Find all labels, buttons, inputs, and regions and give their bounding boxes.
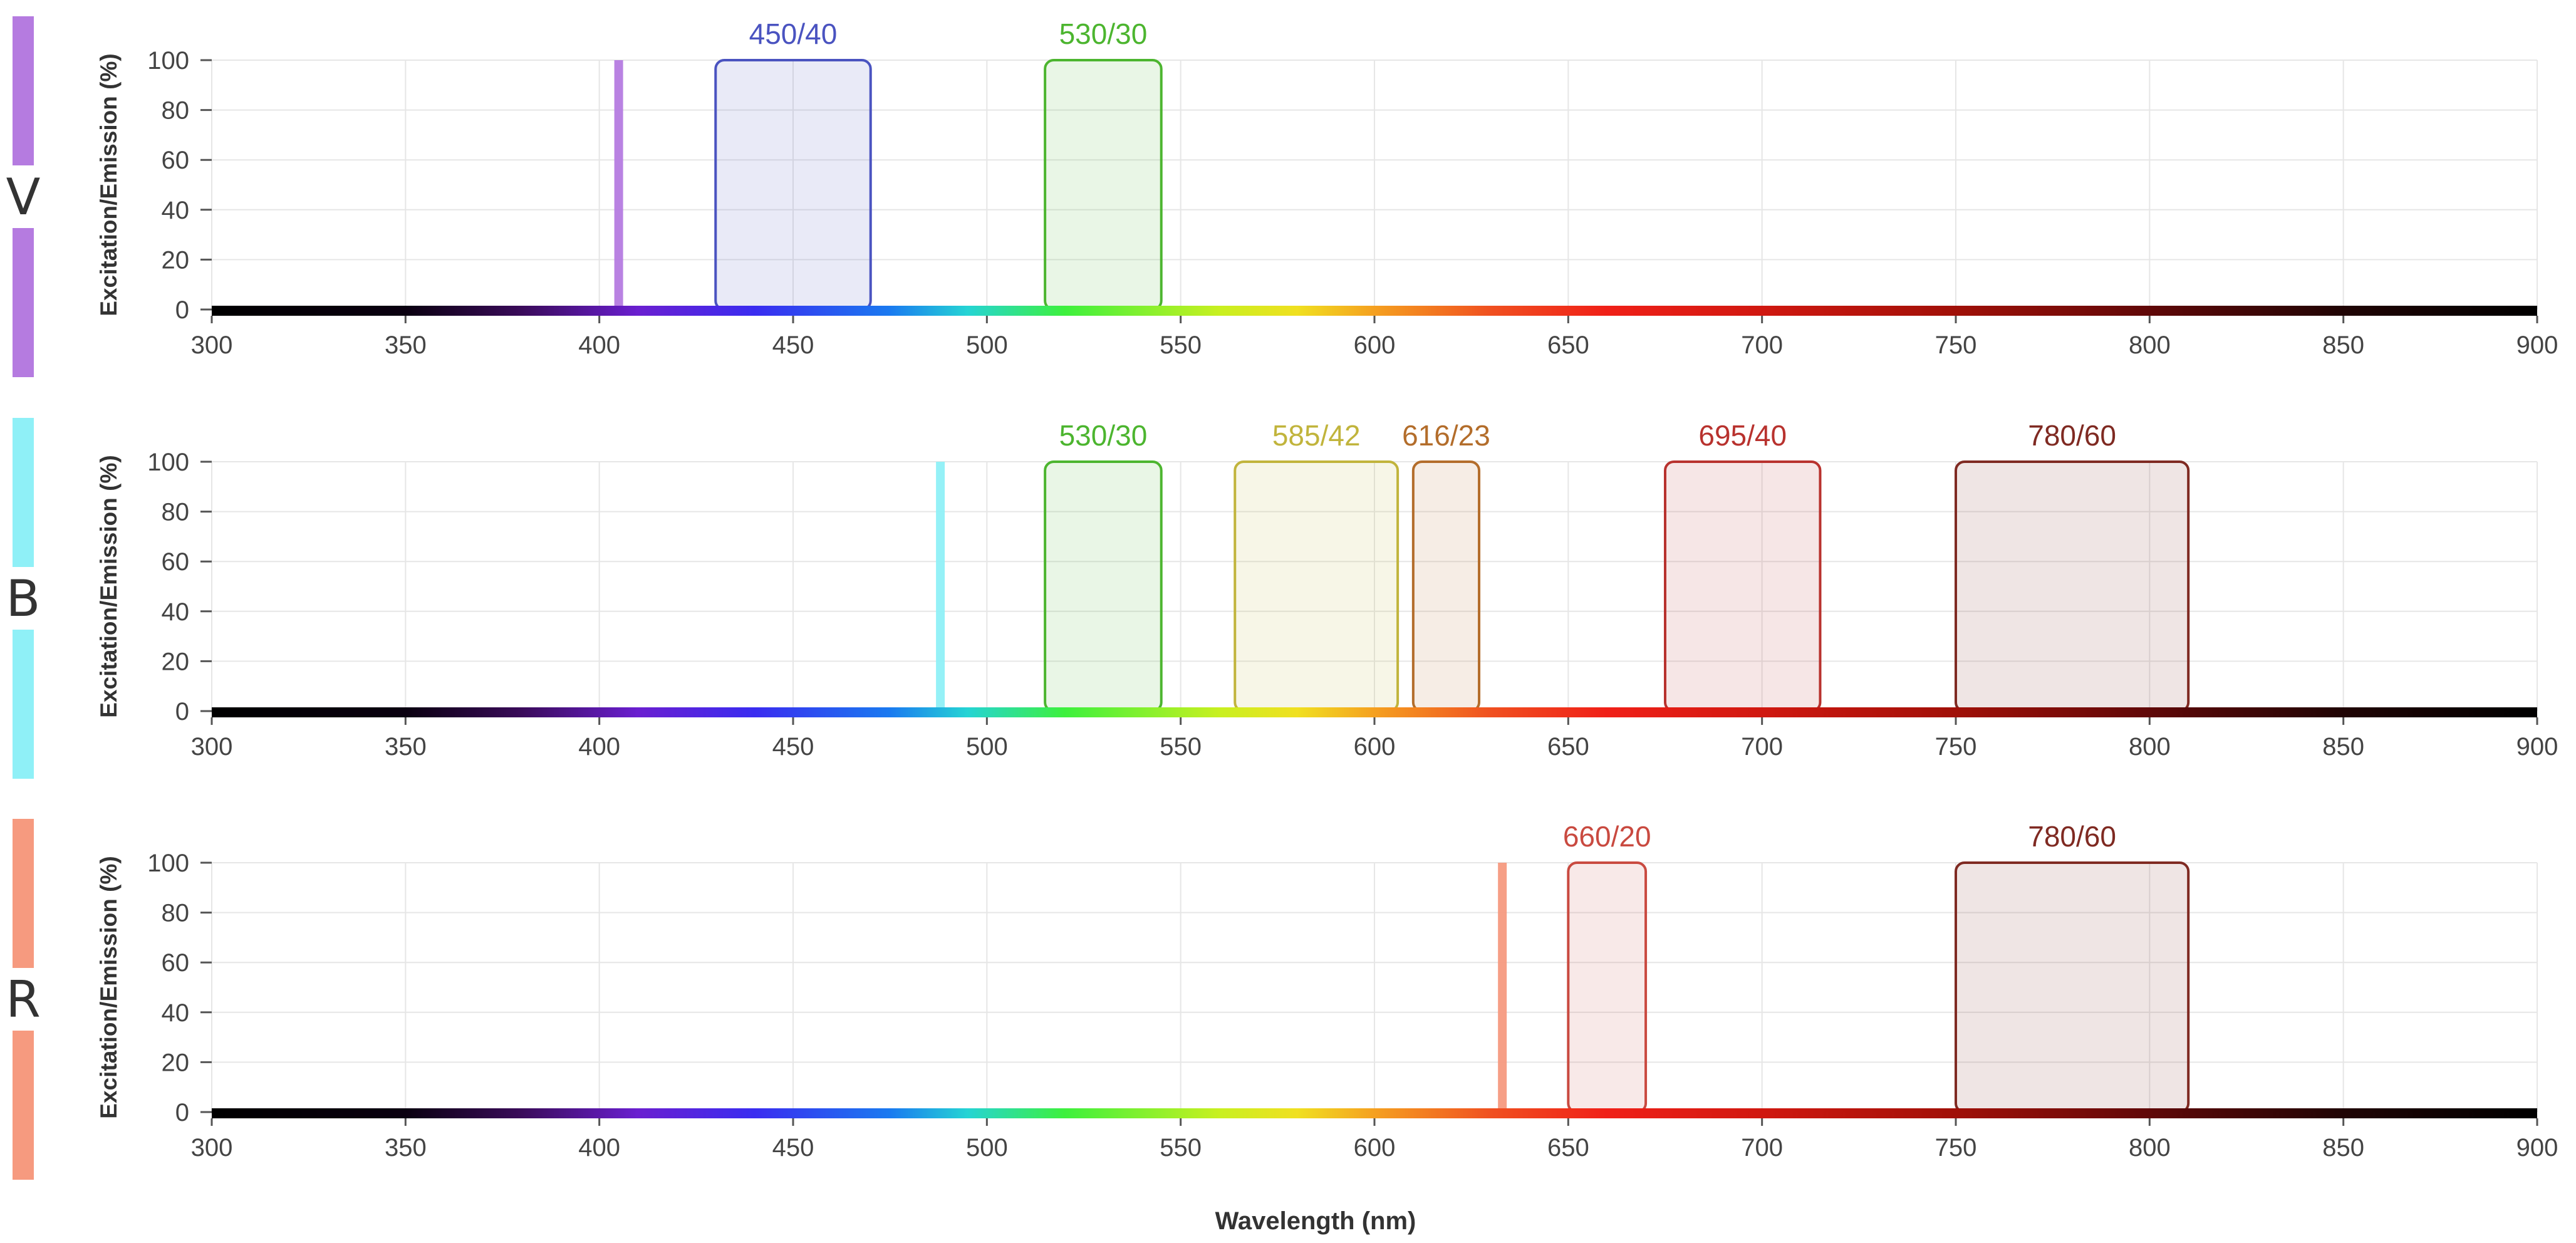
laser-strip-bottom	[13, 228, 34, 377]
y-tick-label: 20	[162, 1049, 190, 1076]
filter-label: 530/30	[1059, 18, 1148, 50]
filter-label: 530/30	[1059, 419, 1148, 452]
x-tick-label: 650	[1547, 1134, 1589, 1162]
filter-band-585-42	[1233, 460, 1400, 712]
y-axis-title: Excitation/Emission (%)	[96, 856, 122, 1118]
x-tick-label: 350	[385, 1134, 427, 1162]
x-tick-label: 500	[966, 331, 1008, 359]
laser-strip-bottom	[13, 1031, 34, 1180]
x-axis-title: Wavelength (nm)	[1215, 1207, 1416, 1235]
x-tick-label: 650	[1547, 331, 1589, 359]
x-tick-label: 600	[1354, 733, 1396, 761]
x-tick-label: 400	[578, 733, 620, 761]
laser-name: B	[6, 569, 41, 628]
x-tick-label: 850	[2322, 733, 2364, 761]
filter-label: 585/42	[1272, 419, 1361, 452]
laser-strip-top	[13, 16, 34, 165]
x-tick-label: 700	[1741, 331, 1783, 359]
y-tick-label: 60	[162, 949, 190, 977]
laser-strip-top	[13, 819, 34, 968]
filter-label: 695/40	[1698, 419, 1787, 452]
filter-band-530-30	[1044, 460, 1163, 712]
x-tick-label: 450	[772, 733, 814, 761]
filter-label: 780/60	[2028, 419, 2116, 452]
y-tick-label: 100	[147, 850, 189, 877]
y-tick-label: 60	[162, 548, 190, 576]
y-tick-label: 0	[175, 296, 189, 324]
filter-band-780-60	[1955, 460, 2190, 712]
filter-label: 616/23	[1402, 419, 1490, 452]
y-tick-label: 40	[162, 598, 190, 626]
x-tick-label: 400	[578, 331, 620, 359]
x-tick-label: 550	[1160, 733, 1202, 761]
y-tick-label: 80	[162, 97, 190, 125]
y-tick-label: 80	[162, 499, 190, 526]
x-tick-label: 800	[2129, 331, 2171, 359]
filter-label: 780/60	[2028, 820, 2116, 853]
x-tick-label: 750	[1935, 1134, 1977, 1162]
x-tick-label: 450	[772, 1134, 814, 1162]
y-tick-label: 40	[162, 999, 190, 1027]
filter-label: 450/40	[749, 18, 838, 50]
x-tick-label: 450	[772, 331, 814, 359]
y-tick-label: 100	[147, 449, 189, 476]
spectrum-bar	[212, 707, 2537, 717]
x-tick-label: 700	[1741, 1134, 1783, 1162]
spectrum-bar	[212, 1108, 2537, 1118]
x-tick-label: 800	[2129, 733, 2171, 761]
y-tick-label: 100	[147, 47, 189, 75]
x-tick-label: 300	[191, 733, 233, 761]
filter-band-530-30	[1044, 59, 1163, 311]
filter-band-616-23	[1411, 460, 1481, 712]
filter-label: 660/20	[1563, 820, 1651, 853]
x-tick-label: 700	[1741, 733, 1783, 761]
x-tick-label: 400	[578, 1134, 620, 1162]
laser-name: R	[6, 970, 41, 1029]
x-tick-label: 500	[966, 1134, 1008, 1162]
x-tick-label: 600	[1354, 331, 1396, 359]
x-tick-label: 650	[1547, 733, 1589, 761]
laser-strip-bottom	[13, 630, 34, 779]
y-tick-label: 0	[175, 1099, 189, 1126]
x-tick-label: 900	[2516, 733, 2558, 761]
y-tick-label: 40	[162, 197, 190, 224]
filter-band-450-40	[714, 59, 872, 311]
spectrum-bar	[212, 306, 2537, 316]
x-tick-label: 350	[385, 733, 427, 761]
laser-name: V	[6, 168, 41, 226]
filter-band-780-60	[1955, 861, 2190, 1113]
y-axis-title: Excitation/Emission (%)	[96, 53, 122, 316]
y-tick-label: 60	[162, 147, 190, 174]
x-tick-label: 300	[191, 331, 233, 359]
filter-band-660-20	[1567, 861, 1648, 1113]
y-tick-label: 20	[162, 648, 190, 675]
filter-band-695-40	[1664, 460, 1822, 712]
x-tick-label: 500	[966, 733, 1008, 761]
x-tick-label: 350	[385, 331, 427, 359]
x-tick-label: 800	[2129, 1134, 2171, 1162]
x-tick-label: 850	[2322, 1134, 2364, 1162]
x-tick-label: 550	[1160, 1134, 1202, 1162]
x-tick-label: 900	[2516, 331, 2558, 359]
panel-v: V Excitation/Emission (%) 0 20 40 60 80 100 450/…	[6, 16, 2558, 377]
x-tick-label: 550	[1160, 331, 1202, 359]
x-tick-label: 750	[1935, 733, 1977, 761]
y-tick-label: 80	[162, 900, 190, 927]
y-tick-label: 0	[175, 698, 189, 726]
y-tick-label: 20	[162, 246, 190, 274]
panel-r: R Excitation/Emission (%) 0 20 40 60 80 100 660/…	[6, 819, 2558, 1180]
x-tick-label: 600	[1354, 1134, 1396, 1162]
panel-b: B Excitation/Emission (%) 0 20 40 60 80 100 530/…	[6, 418, 2558, 779]
x-tick-label: 850	[2322, 331, 2364, 359]
x-tick-label: 300	[191, 1134, 233, 1162]
x-tick-label: 750	[1935, 331, 1977, 359]
x-tick-label: 900	[2516, 1134, 2558, 1162]
y-axis-title: Excitation/Emission (%)	[96, 455, 122, 717]
laser-strip-top	[13, 418, 34, 567]
